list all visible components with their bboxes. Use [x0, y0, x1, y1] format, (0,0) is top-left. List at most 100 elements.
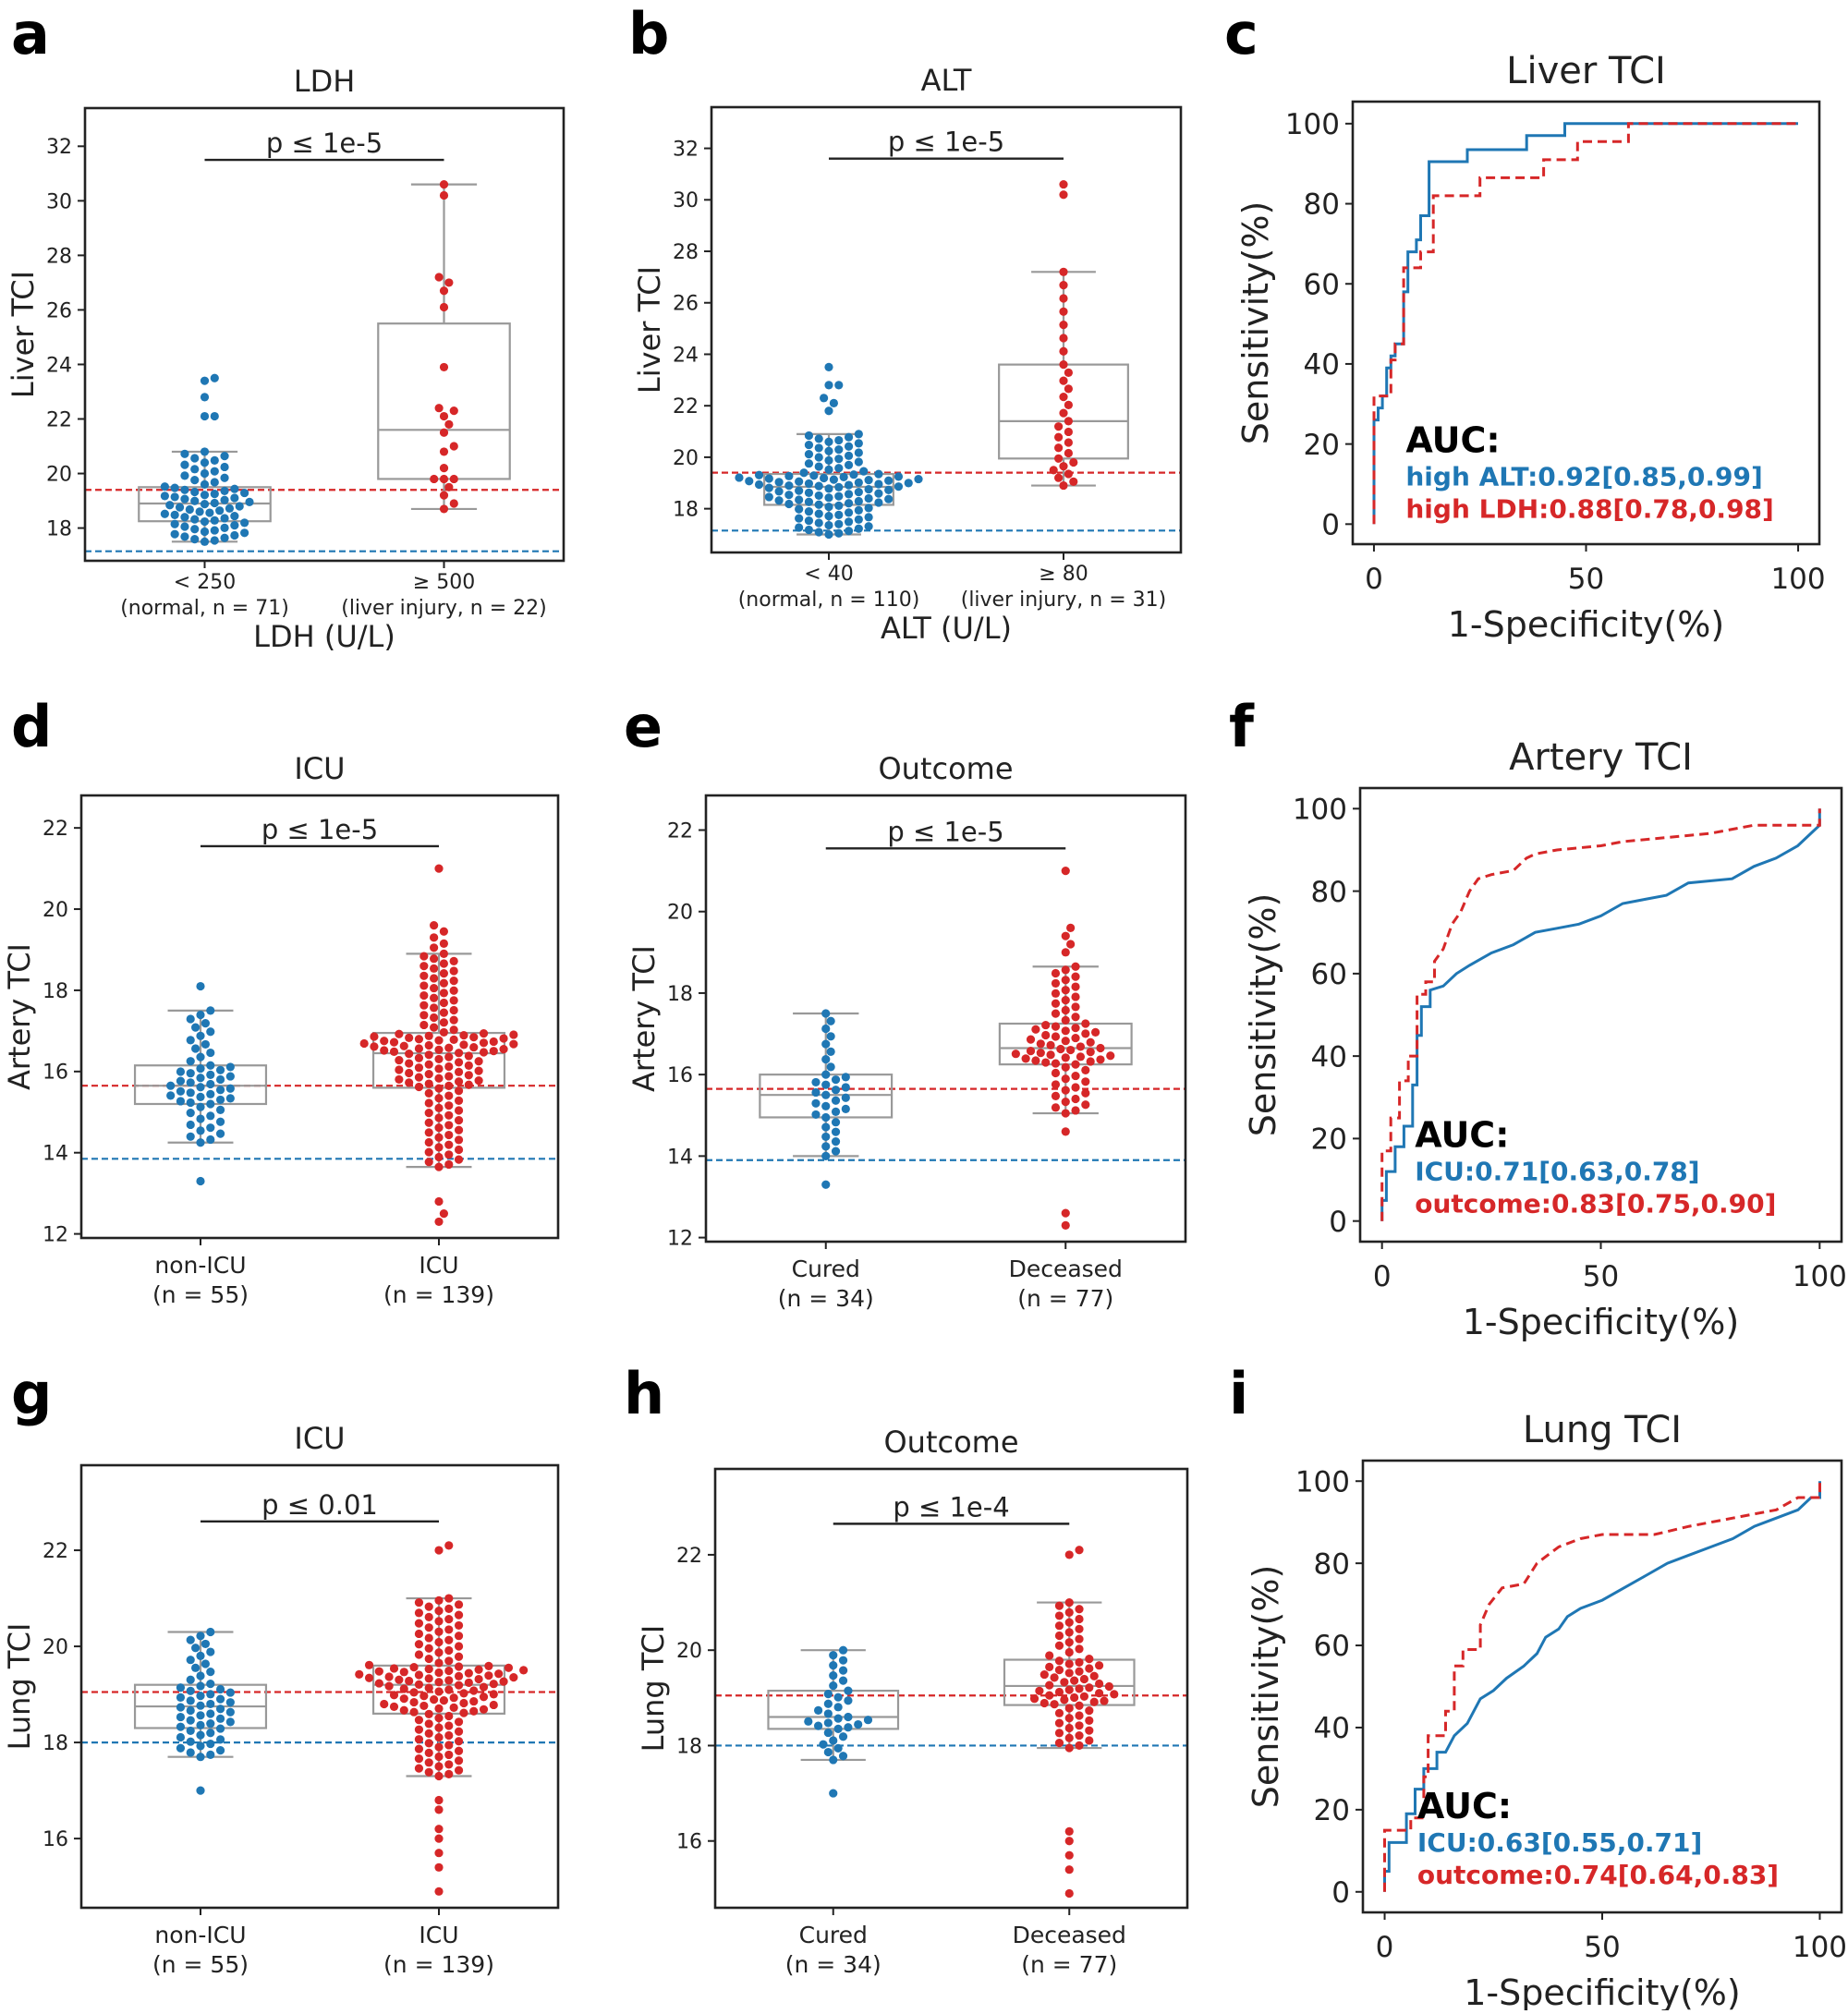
- panel-letter: d: [11, 693, 52, 760]
- data-point: [1066, 1045, 1076, 1055]
- data-point: [864, 513, 873, 522]
- data-point: [434, 1668, 444, 1678]
- data-point: [1075, 1614, 1084, 1624]
- data-point: [176, 1722, 186, 1731]
- data-point: [414, 1629, 424, 1639]
- data-point: [804, 497, 814, 506]
- data-point: [1075, 1657, 1084, 1668]
- data-point: [839, 472, 848, 482]
- data-point: [196, 1083, 205, 1092]
- data-point: [1085, 1683, 1094, 1692]
- data-point: [430, 943, 439, 952]
- data-point: [439, 1209, 448, 1219]
- data-point: [831, 1096, 841, 1105]
- data-point: [206, 1070, 215, 1079]
- data-point: [1054, 1641, 1064, 1650]
- data-point: [795, 514, 804, 523]
- legend-entry: outcome:0.83[0.75,0.90]: [1415, 1188, 1776, 1219]
- data-point: [215, 1694, 225, 1704]
- data-point: [180, 471, 189, 480]
- y-axis-label: Sensitivity(%): [1235, 201, 1276, 445]
- x-tick-label: < 250: [174, 571, 236, 594]
- data-point: [469, 1042, 479, 1052]
- data-point: [1071, 1060, 1080, 1069]
- data-point: [186, 1088, 195, 1098]
- data-point: [434, 1094, 444, 1103]
- data-point: [200, 447, 210, 456]
- y-tick-label: 0: [1331, 1876, 1350, 1910]
- data-point: [844, 460, 854, 469]
- data-point: [1075, 1546, 1084, 1555]
- legend-entry: outcome:0.74[0.64,0.83]: [1417, 1860, 1779, 1890]
- y-axis-label: Liver TCI: [6, 271, 41, 398]
- data-point: [826, 1032, 835, 1041]
- data-point: [201, 1039, 210, 1049]
- data-point: [804, 488, 814, 497]
- data-point: [1061, 1220, 1070, 1230]
- data-point: [1064, 1704, 1074, 1713]
- data-point: [838, 1752, 848, 1761]
- data-point: [449, 1035, 458, 1045]
- data-point: [829, 475, 838, 484]
- y-tick-label: 40: [1311, 1040, 1347, 1074]
- data-point: [414, 1725, 424, 1734]
- data-point: [444, 1645, 454, 1656]
- data-point: [434, 864, 444, 873]
- data-point: [196, 1138, 205, 1147]
- data-point: [1071, 1002, 1080, 1012]
- panel-letter: a: [11, 0, 50, 67]
- data-point: [814, 462, 823, 471]
- data-point: [454, 1610, 464, 1620]
- data-point: [814, 453, 823, 462]
- x-axis-label: 1-Specificity(%): [1448, 604, 1725, 645]
- data-point: [444, 1635, 454, 1644]
- x-tick-label: < 40: [804, 563, 853, 586]
- data-point: [395, 1074, 404, 1085]
- data-point: [1061, 931, 1070, 940]
- auc-title: AUC:: [1417, 1786, 1512, 1826]
- data-point: [424, 1654, 433, 1664]
- data-point: [864, 476, 873, 485]
- data-point: [1040, 1698, 1049, 1708]
- data-point: [220, 473, 229, 482]
- data-point: [180, 513, 189, 522]
- data-point: [824, 446, 833, 455]
- data-point: [176, 1692, 186, 1702]
- data-point: [1059, 462, 1068, 471]
- data-point: [424, 1612, 433, 1621]
- data-point: [439, 302, 449, 312]
- data-point: [469, 1033, 479, 1042]
- data-point: [821, 1090, 831, 1099]
- y-tick-label: 16: [676, 1831, 702, 1854]
- data-point: [854, 488, 863, 497]
- data-point: [1064, 1597, 1074, 1608]
- data-point: [180, 494, 189, 504]
- data-point: [1071, 1013, 1080, 1022]
- data-point: [1075, 1634, 1084, 1644]
- data-point: [464, 1080, 473, 1089]
- y-tick-label: 30: [46, 190, 72, 213]
- data-point: [1029, 1694, 1040, 1704]
- data-point: [823, 1718, 833, 1728]
- data-point: [444, 1676, 454, 1685]
- data-point: [814, 481, 823, 491]
- data-point: [230, 530, 239, 540]
- y-tick-label: 32: [46, 136, 72, 159]
- data-point: [459, 1689, 468, 1698]
- data-point: [176, 1703, 186, 1712]
- data-point: [434, 1152, 444, 1162]
- data-point: [419, 1001, 429, 1010]
- data-point: [454, 1135, 464, 1145]
- data-point: [499, 1677, 508, 1686]
- data-point: [914, 474, 923, 484]
- data-point: [220, 523, 229, 532]
- y-tick-label: 20: [46, 463, 72, 486]
- data-point: [1085, 1655, 1094, 1664]
- data-point: [424, 1128, 433, 1137]
- y-tick-label: 20: [673, 447, 699, 470]
- data-point: [1064, 1638, 1074, 1647]
- data-point: [180, 485, 189, 494]
- data-point: [841, 1104, 850, 1113]
- data-point: [1050, 1700, 1059, 1709]
- x-tick-label: Deceased: [1009, 1256, 1123, 1282]
